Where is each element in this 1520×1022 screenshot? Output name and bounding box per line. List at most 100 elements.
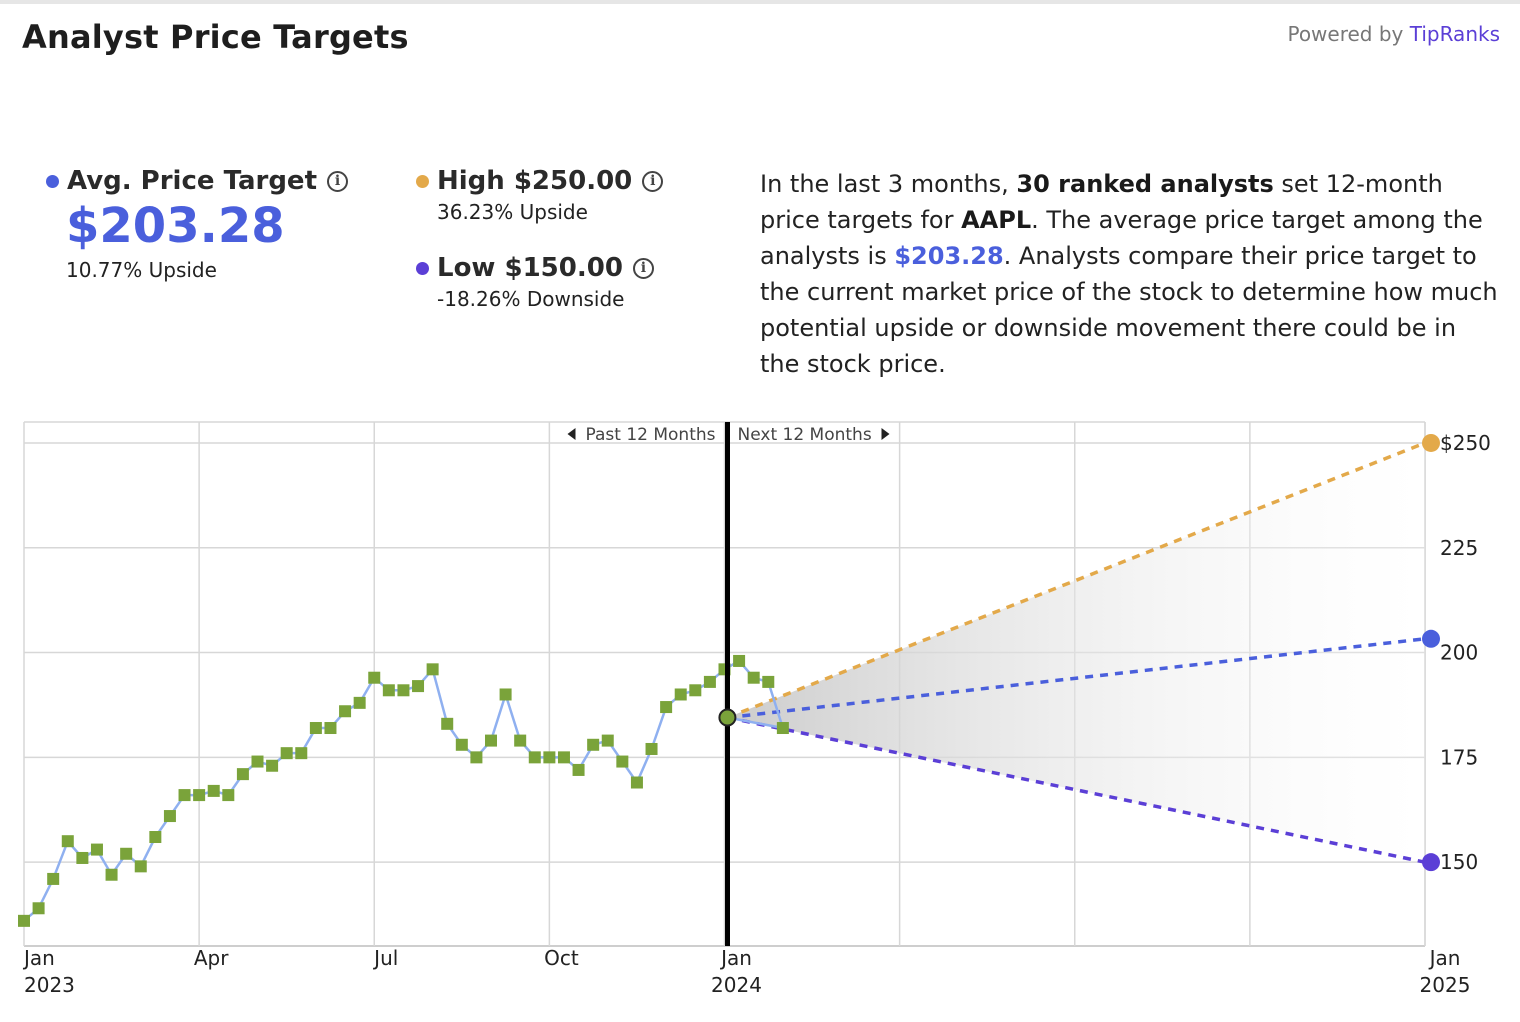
price-point — [236, 768, 249, 781]
price-target-chart: Past 12 Months Next 12 Months 150 175 200 22… — [18, 421, 1491, 997]
price-point — [120, 847, 133, 860]
next-arrow-icon — [881, 428, 890, 440]
x-tick-label: Jan — [22, 946, 55, 970]
price-point — [353, 696, 366, 709]
price-point — [397, 684, 410, 697]
low-price-target-label: Low $150.00 — [437, 253, 623, 283]
price-line — [23, 659, 785, 922]
avg-dot-icon — [46, 174, 59, 188]
past-arrow-icon — [567, 428, 576, 440]
price-point — [368, 671, 381, 684]
high-price-target-header: High $250.00 i — [416, 166, 664, 196]
price-point — [178, 789, 191, 802]
high-upside: 36.23% Upside — [437, 200, 588, 224]
avg-price-target: Avg. Price Target i $203.28 10.77% Upsid… — [46, 166, 348, 282]
desc-avg-target: $203.28 — [894, 242, 1004, 270]
price-point — [499, 688, 512, 701]
price-point — [295, 747, 308, 760]
high-price-target: High $250.00 i 36.23% Upside — [416, 166, 664, 224]
price-point — [90, 843, 103, 856]
price-point — [733, 654, 746, 667]
price-point — [557, 751, 570, 764]
price-point — [528, 751, 541, 764]
price-point — [222, 789, 235, 802]
price-point — [747, 671, 760, 684]
powered-by-prefix: Powered by — [1287, 22, 1404, 46]
price-point — [587, 738, 600, 751]
price-point — [105, 868, 118, 881]
low-downside: -18.26% Downside — [437, 287, 625, 311]
x-tick-label: Jan — [1428, 946, 1461, 970]
price-point — [134, 860, 147, 873]
desc-text-2: set 12-month price targets for — [760, 170, 1443, 234]
tipranks-link[interactable]: TipRanks — [1409, 22, 1500, 46]
price-point — [339, 705, 352, 718]
high-target-line — [726, 441, 1426, 720]
low-price-target: Low $150.00 i -18.26% Downside — [416, 253, 654, 311]
price-point — [149, 831, 162, 844]
y-tick-label: $250 — [1440, 431, 1491, 455]
price-point — [47, 872, 60, 885]
price-point — [703, 675, 716, 688]
high-dot-icon — [416, 174, 429, 188]
target-range-cone — [727, 442, 1425, 863]
price-point — [18, 914, 30, 927]
high-price-target-label: High $250.00 — [437, 166, 633, 196]
price-point — [309, 722, 322, 735]
top-border — [0, 0, 1520, 4]
low-dot-icon — [416, 261, 429, 275]
price-point — [426, 663, 439, 676]
price-point — [412, 680, 425, 693]
y-tick-label: 175 — [1440, 745, 1478, 769]
y-tick-label: 225 — [1440, 536, 1478, 560]
price-point — [266, 759, 279, 772]
avg-price-target-value: $203.28 — [66, 198, 285, 254]
y-tick-label: 150 — [1440, 850, 1478, 874]
price-point — [616, 755, 629, 768]
desc-text-1: In the last 3 months, — [760, 170, 1017, 198]
avg-target-line — [727, 637, 1426, 720]
x-tick-year-label: 2025 — [1420, 973, 1471, 997]
desc-analyst-count: 30 ranked analysts — [1016, 170, 1274, 198]
price-point — [630, 776, 643, 789]
price-point — [689, 684, 702, 697]
price-point — [76, 851, 89, 864]
price-point — [193, 789, 206, 802]
desc-text-4: . Analysts compare their price target to… — [760, 242, 1498, 378]
price-point — [674, 688, 687, 701]
price-point — [514, 734, 527, 747]
price-point — [485, 734, 497, 747]
price-point — [660, 701, 673, 714]
desc-ticker: AAPL — [961, 206, 1032, 234]
price-point — [382, 684, 395, 697]
low-target-dot — [1422, 853, 1440, 872]
price-point — [455, 738, 468, 751]
low-price-target-header: Low $150.00 i — [416, 253, 654, 283]
info-icon[interactable]: i — [632, 257, 654, 279]
x-tick-year-label: 2023 — [24, 973, 75, 997]
current-price-dot — [718, 708, 737, 727]
page-title: Analyst Price Targets — [22, 18, 409, 56]
price-point — [251, 755, 264, 768]
avg-price-target-header: Avg. Price Target i — [46, 166, 348, 196]
info-icon[interactable]: i — [642, 170, 664, 192]
price-point — [441, 717, 454, 730]
y-tick-label: 200 — [1440, 641, 1478, 665]
analyst-description: In the last 3 months, 30 ranked analysts… — [760, 166, 1500, 382]
avg-target-dot — [1422, 629, 1440, 648]
price-point — [776, 722, 789, 735]
price-point — [324, 722, 337, 735]
next-12-months-label: Next 12 Months — [738, 425, 872, 445]
powered-by: Powered by TipRanks — [1287, 22, 1500, 46]
x-tick-label: Jul — [372, 946, 398, 970]
price-point — [280, 747, 293, 760]
avg-price-target-label: Avg. Price Target — [67, 166, 317, 196]
x-tick-year-label: 2024 — [711, 973, 762, 997]
info-icon[interactable]: i — [327, 170, 348, 192]
price-point — [470, 751, 483, 764]
price-point — [163, 810, 176, 823]
price-point — [645, 742, 658, 755]
x-tick-label: Jan — [719, 946, 752, 970]
desc-text-3: . The average price target among the ana… — [760, 206, 1483, 270]
past-12-months-label: Past 12 Months — [585, 425, 715, 445]
